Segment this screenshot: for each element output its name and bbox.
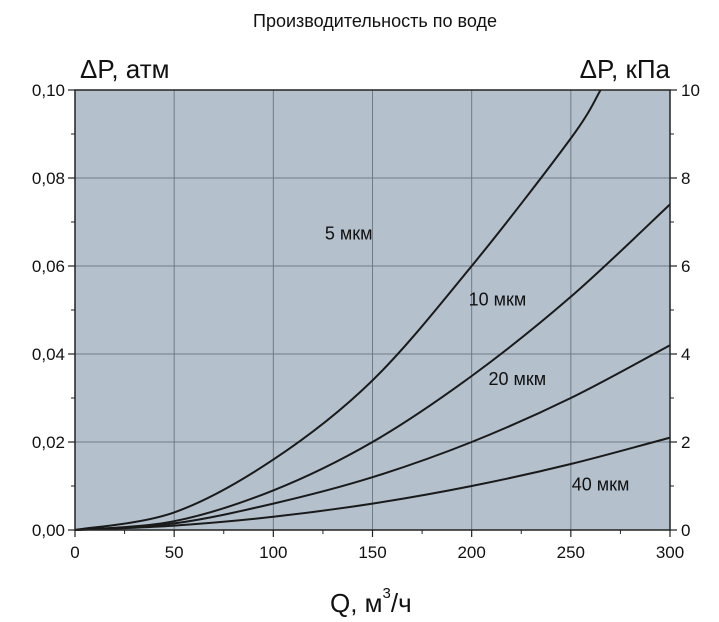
y2-tick-label: 2 [681, 433, 690, 452]
y-tick-label: 0,02 [32, 433, 65, 452]
series-labels: 5 мкм 10 мкм 20 мкм 40 мкм [325, 224, 630, 495]
x-tick-label: 0 [70, 543, 79, 562]
y-tick-label: 0,00 [32, 521, 65, 540]
x-tick-label: 300 [656, 543, 684, 562]
y-tick-label: 0,08 [32, 169, 65, 188]
series-label-0: 5 мкм [325, 224, 373, 244]
series-line-0 [74, 89, 602, 531]
x-tick-label: 200 [457, 543, 485, 562]
y2-tick-label: 6 [681, 257, 690, 276]
series-group [74, 89, 671, 531]
x-tick-label: 100 [259, 543, 287, 562]
series-label-1: 10 мкм [469, 290, 527, 310]
series-line-1 [74, 203, 671, 531]
y-tick-label: 0,10 [32, 81, 65, 100]
x-axis-label: Q, м3/ч [330, 585, 412, 618]
x-tick-label: 150 [358, 543, 386, 562]
right-axis-label: ΔP, кПа [580, 54, 671, 84]
series-line-3 [74, 436, 671, 531]
x-axis-label-tail: /ч [391, 588, 412, 618]
axis-ticks: 0 50 100 150 200 250 3000,000,020,040,060,080,… [32, 81, 700, 562]
chart-title: Производительность по воде [253, 11, 497, 31]
y2-tick-label: 4 [681, 345, 690, 364]
left-axis-label: ΔP, атм [80, 54, 169, 84]
x-tick-label: 50 [165, 543, 184, 562]
x-tick-label: 250 [557, 543, 585, 562]
x-axis-label-main: Q, м [330, 588, 383, 618]
series-label-3: 40 мкм [572, 474, 630, 494]
y2-tick-label: 10 [681, 81, 700, 100]
y2-tick-label: 0 [681, 521, 690, 540]
y2-tick-label: 8 [681, 169, 690, 188]
series-label-2: 20 мкм [488, 369, 546, 389]
y-tick-label: 0,06 [32, 257, 65, 276]
y-tick-label: 0,04 [32, 345, 65, 364]
series-line-2 [74, 344, 671, 531]
x-axis-label-superscript: 3 [383, 585, 391, 602]
